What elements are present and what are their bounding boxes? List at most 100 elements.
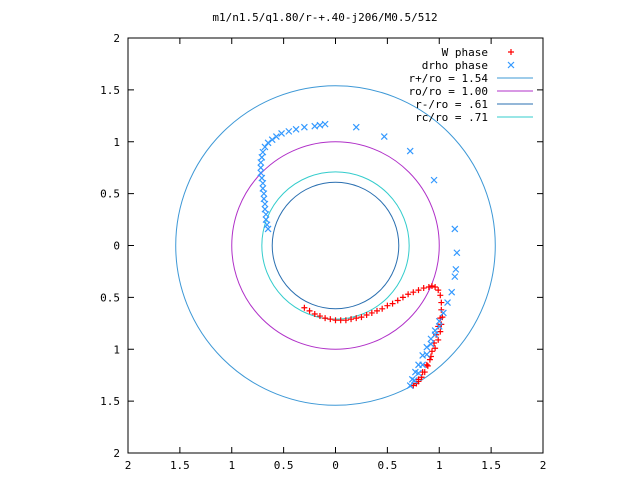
drho-phase-point-17 (264, 139, 272, 147)
w-phase-point-43 (415, 376, 422, 383)
drho-phase-point-5 (261, 200, 269, 208)
x-tick-label-1: 1.5 (170, 459, 190, 472)
reference-circle-3 (261, 171, 410, 320)
drho-phase-point-38 (435, 317, 443, 325)
y-tick-label-5: 0.5 (100, 291, 120, 304)
w-phase-point-20 (405, 291, 412, 298)
w-phase-point-49 (437, 328, 444, 335)
y-tick-label-2: 1 (113, 136, 120, 149)
x-tick-label-8: 2 (540, 459, 547, 472)
drho-phase-point-31 (451, 225, 459, 233)
legend-label-5: rc/ro = .71 (415, 111, 488, 124)
drho-phase-point-8 (259, 185, 267, 192)
x-tick-label-6: 1 (436, 459, 443, 472)
drho-phase-point-7 (260, 190, 268, 198)
axis-ticks: 2 1.5 1 0.5 0 0.5 1 1.5 221.510.500.511.52 (100, 32, 546, 472)
drho-phase-point-10 (258, 174, 266, 182)
drho-phase-point-50 (423, 351, 431, 358)
w-phase-point-32 (435, 323, 442, 330)
drho-phase-point-9 (259, 179, 267, 187)
drho-phase-point-53 (435, 323, 443, 330)
w-phase-point-1 (306, 307, 313, 314)
legend-label-0: W phase (442, 46, 488, 59)
drho-phase-point-51 (427, 340, 435, 348)
reference-circle-2 (271, 181, 400, 310)
w-phase-point-16 (384, 302, 391, 309)
w-phase-point-44 (419, 369, 426, 376)
w-phase-point-15 (379, 305, 386, 312)
drho-phase-point-34 (451, 273, 459, 281)
legend-swatch-0 (508, 49, 514, 55)
drho-phase-point-29 (406, 147, 414, 155)
drho-phase-point-6 (260, 195, 268, 203)
w-phase-point-8 (342, 317, 349, 324)
drho-phase-point-15 (259, 148, 267, 156)
x-tick-label-2: 1 (228, 459, 235, 472)
drho-phase-point-52 (431, 331, 439, 339)
w-phase-point-9 (348, 316, 355, 323)
drho-phase-point-42 (419, 352, 427, 359)
w-phase-point-23 (420, 285, 427, 292)
drho-phase-point-11 (257, 169, 265, 177)
w-phase-point-26 (432, 284, 439, 290)
drho-phase-point-48 (415, 369, 422, 377)
y-tick-label-1: 1.5 (100, 84, 120, 97)
w-phase-point-37 (424, 362, 431, 369)
w-phase-point-33 (433, 331, 440, 338)
drho-phase-point-26 (321, 120, 329, 128)
w-phase-point-27 (435, 287, 442, 294)
drho-phase-point-28 (380, 133, 388, 140)
drho-phase-point-21 (285, 127, 293, 135)
x-tick-label-7: 1.5 (481, 459, 501, 472)
drho-phase-point-13 (257, 159, 265, 166)
w-phase-point-47 (432, 345, 439, 352)
drho-phase-point-37 (439, 309, 447, 317)
w-phase-point-10 (353, 315, 360, 322)
w-phase-point-45 (423, 361, 430, 368)
w-phase-point-11 (358, 314, 365, 321)
x-tick-label-3: 0.5 (274, 459, 294, 472)
reference-circle-0 (175, 85, 496, 406)
w-phase-point-36 (426, 356, 433, 363)
drho-phase-point-33 (452, 265, 460, 273)
drho-phase-point-24 (311, 122, 319, 130)
drho-phase-point-16 (261, 143, 269, 151)
drho-phase-point-45 (408, 375, 416, 383)
w-phase-point-35 (428, 348, 435, 355)
drho-phase-point-22 (292, 125, 300, 133)
legend-label-3: ro/ro = 1.00 (409, 85, 488, 98)
drho-phase-point-32 (453, 249, 461, 257)
w-phase-point-0 (301, 304, 308, 311)
drho-phase-point-30 (430, 176, 438, 184)
x-tick-label-5: 0.5 (377, 459, 397, 472)
w-phase-point-19 (399, 294, 406, 301)
drho-phase-point-20 (278, 130, 285, 137)
drho-phase-point-12 (257, 164, 265, 172)
chart-title: m1/n1.5/q1.80/r-+.40-j206/M0.5/512 (212, 11, 437, 24)
x-tick-label-4: 0 (332, 459, 339, 472)
w-phase-point-29 (438, 299, 445, 306)
drho-phase-point-35 (448, 288, 456, 296)
w-phase-point-13 (368, 309, 375, 316)
drho-phase-point-41 (423, 343, 431, 351)
w-phase-point-5 (327, 316, 334, 323)
legend-swatch-1 (507, 61, 515, 69)
reference-circle-1 (231, 141, 440, 350)
w-phase-point-6 (332, 317, 339, 324)
y-tick-label-4: 0 (113, 240, 120, 253)
w-phase-point-21 (410, 289, 417, 296)
drho-phase-point-14 (258, 153, 266, 161)
y-tick-label-0: 2 (113, 32, 120, 45)
data-series (257, 120, 461, 389)
legend-label-1: drho phase (422, 59, 488, 72)
w-phase-point-4 (322, 315, 329, 322)
w-phase-point-51 (439, 314, 446, 321)
w-phase-point-48 (435, 336, 442, 343)
drho-phase-point-4 (261, 205, 269, 213)
y-tick-label-6: 1 (113, 343, 120, 356)
drho-phase-point-49 (419, 361, 427, 369)
w-phase-point-28 (437, 292, 444, 299)
w-phase-point-12 (363, 312, 370, 319)
drho-phase-point-19 (272, 133, 280, 140)
